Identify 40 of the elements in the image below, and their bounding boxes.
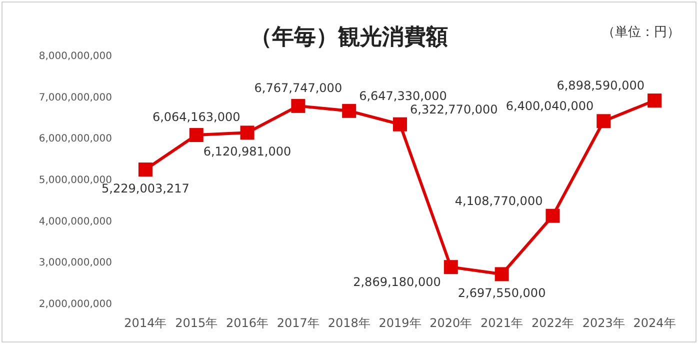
y-tick-label: 4,000,000,000 <box>38 216 112 228</box>
y-tick-label: 3,000,000,000 <box>38 258 112 269</box>
x-tick-label: 2014年 <box>124 316 167 330</box>
x-tick-label: 2024年 <box>633 316 676 330</box>
point <box>342 104 356 118</box>
point <box>138 162 152 177</box>
text: 6,322,770,000 <box>410 102 498 116</box>
y-tick-label: 6,000,000,000 <box>38 134 112 145</box>
title: （年毎）観光消費額 <box>250 25 448 50</box>
point <box>240 126 254 140</box>
text: 6,898,590,000 <box>556 78 645 93</box>
point <box>648 94 662 108</box>
text: 2,869,180,000 <box>353 275 441 290</box>
point <box>596 114 611 128</box>
point <box>189 128 204 142</box>
x-tick-label: 2021年 <box>480 316 524 330</box>
y-tick-label: 7,000,000,000 <box>38 92 112 104</box>
x-tick-label: 2023年 <box>582 316 625 330</box>
y-tick-label: 2,000,000,000 <box>38 299 112 310</box>
text: 4,108,770,000 <box>454 194 543 208</box>
text: （単位：円） <box>602 25 680 40</box>
x-tick-label: 2017年 <box>276 316 320 330</box>
text: 6,120,981,000 <box>203 144 292 159</box>
x-tick-label: 2018年 <box>328 316 370 330</box>
text: 6,400,040,000 <box>506 99 594 114</box>
text: 2,697,550,000 <box>458 286 546 300</box>
x-tick-label: 2019年 <box>378 316 422 330</box>
point <box>546 208 560 223</box>
x-tick-label: 2015年 <box>175 316 218 330</box>
x-tick-label: 2020年 <box>430 316 472 330</box>
y-tick-label: 8,000,000,000 <box>38 51 112 62</box>
point <box>393 117 407 132</box>
x-tick-label: 2016年 <box>226 316 269 330</box>
point <box>444 260 458 274</box>
point <box>291 98 306 113</box>
text: 6,064,163,000 <box>152 110 240 124</box>
text: 6,767,747,000 <box>254 80 342 95</box>
text: 6,647,330,000 <box>359 88 447 103</box>
point <box>494 267 509 282</box>
x-tick-label: 2022年 <box>531 316 574 330</box>
